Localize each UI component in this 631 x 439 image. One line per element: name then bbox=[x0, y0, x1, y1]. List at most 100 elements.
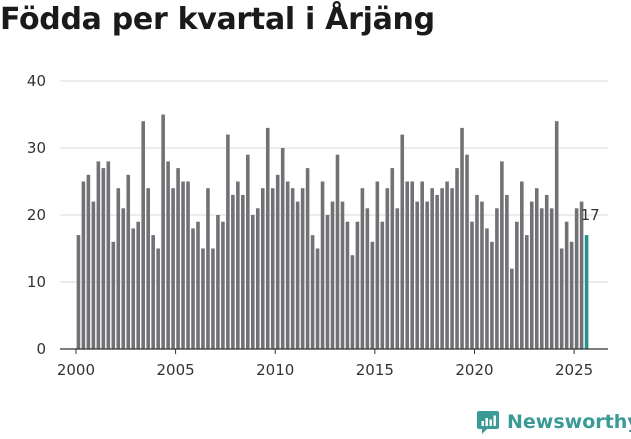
bar bbox=[201, 248, 205, 349]
chart-title: Födda per kvartal i Årjäng bbox=[0, 2, 435, 37]
bar bbox=[410, 181, 415, 349]
y-axis-ticks: 0 10 20 30 40 bbox=[27, 72, 46, 358]
bar bbox=[126, 174, 131, 349]
bar bbox=[465, 154, 469, 349]
bar bbox=[370, 241, 375, 349]
y-tick-label: 0 bbox=[36, 340, 46, 358]
bar bbox=[564, 221, 569, 349]
data-labels: 17 bbox=[581, 206, 600, 224]
newsworthy-logo-icon bbox=[477, 411, 499, 434]
bar bbox=[106, 161, 111, 349]
bar bbox=[450, 188, 454, 349]
bar bbox=[375, 181, 380, 349]
bar bbox=[320, 181, 325, 349]
bar bbox=[176, 168, 180, 349]
bar bbox=[395, 208, 400, 349]
bar bbox=[86, 174, 91, 349]
bar bbox=[131, 228, 136, 349]
y-tick-label: 20 bbox=[27, 206, 46, 224]
bar bbox=[325, 215, 330, 349]
bar bbox=[251, 215, 255, 349]
bar bbox=[206, 188, 210, 349]
bar bbox=[196, 221, 200, 349]
bars bbox=[76, 114, 589, 350]
bar bbox=[91, 201, 96, 349]
bar bbox=[186, 181, 190, 349]
bar bbox=[305, 168, 310, 349]
bar bbox=[76, 235, 81, 349]
bar bbox=[554, 121, 559, 349]
bar bbox=[121, 208, 126, 349]
bar bbox=[166, 161, 170, 349]
bar bbox=[335, 154, 340, 349]
bar bbox=[475, 194, 479, 349]
bar bbox=[584, 235, 589, 349]
bar bbox=[460, 127, 464, 350]
bar bbox=[515, 221, 519, 349]
bar bbox=[96, 161, 101, 349]
bar bbox=[111, 241, 116, 349]
bar bbox=[520, 181, 524, 349]
y-tick-label: 10 bbox=[27, 273, 46, 291]
x-tick-label: 2020 bbox=[455, 361, 493, 379]
bar bbox=[390, 168, 395, 349]
bar bbox=[300, 188, 305, 349]
bar bbox=[549, 208, 554, 349]
bar bbox=[485, 228, 489, 349]
bar bbox=[221, 221, 225, 349]
bar bbox=[216, 215, 220, 349]
x-axis: 2000 2005 2010 2015 2020 2025 bbox=[57, 348, 608, 379]
bar bbox=[480, 201, 484, 349]
bar bbox=[265, 127, 270, 350]
bar bbox=[191, 228, 195, 349]
bar bbox=[525, 235, 529, 349]
bar bbox=[544, 194, 549, 349]
bar bbox=[151, 235, 155, 349]
bar bbox=[181, 181, 185, 349]
y-tick-label: 40 bbox=[27, 72, 46, 90]
bar bbox=[365, 208, 370, 349]
bar bbox=[569, 241, 574, 349]
bar bbox=[285, 181, 290, 349]
bar bbox=[505, 194, 509, 349]
bar bbox=[315, 248, 320, 349]
bar bbox=[400, 134, 405, 349]
bar bbox=[529, 201, 534, 349]
bar bbox=[445, 181, 449, 349]
bar bbox=[246, 154, 250, 349]
bar bbox=[136, 221, 141, 349]
x-tick-label: 2025 bbox=[555, 361, 593, 379]
bar bbox=[420, 181, 424, 349]
bar bbox=[360, 188, 365, 349]
bar bbox=[490, 241, 494, 349]
bar bbox=[435, 194, 439, 349]
x-tick-label: 2010 bbox=[256, 361, 294, 379]
bar bbox=[579, 201, 584, 349]
bar bbox=[355, 221, 360, 349]
bar bbox=[559, 248, 564, 349]
bar bbox=[290, 188, 295, 349]
bar bbox=[255, 208, 260, 349]
bar bbox=[425, 201, 429, 349]
bar bbox=[161, 114, 165, 349]
bar bbox=[385, 188, 390, 349]
x-tick-label: 2005 bbox=[156, 361, 194, 379]
bar bbox=[231, 194, 235, 349]
bar bbox=[226, 134, 230, 349]
bar bbox=[430, 188, 434, 349]
bar bbox=[470, 221, 474, 349]
bar bbox=[500, 161, 504, 349]
bar bbox=[146, 188, 150, 349]
bar bbox=[330, 201, 335, 349]
brand-name: Newsworthy bbox=[507, 411, 631, 433]
bar bbox=[171, 188, 175, 349]
bar bbox=[236, 181, 240, 349]
bar bbox=[280, 148, 285, 349]
bar bbox=[539, 208, 544, 349]
bar bbox=[345, 221, 350, 349]
bar bbox=[141, 121, 145, 349]
bar bbox=[275, 174, 280, 349]
bar bbox=[116, 188, 121, 349]
bar bbox=[101, 168, 106, 349]
